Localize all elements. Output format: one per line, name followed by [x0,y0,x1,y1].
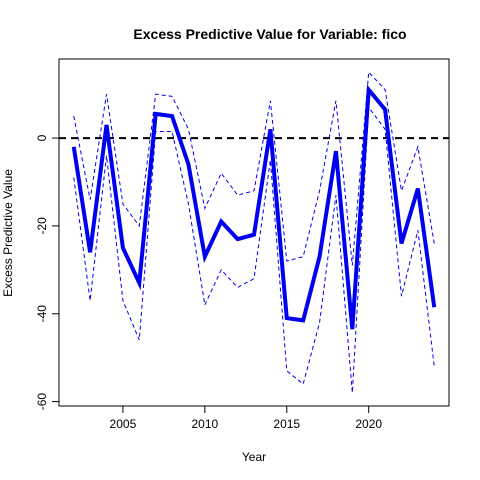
x-tick-label: 2010 [191,417,218,431]
y-tick-label: -40 [35,305,49,323]
x-axis-label: Year [242,450,266,464]
y-tick-label: 0 [35,134,49,141]
y-axis-label: Excess Predictive Value [1,169,15,297]
series-lower-bound-line [73,105,435,393]
y-tick-label: -60 [35,393,49,411]
series-estimate-line [71,84,437,330]
axes: 2005 2010 2015 2020 -60 -40 -20 0 [35,134,382,431]
series-upper-bound-line [73,71,435,266]
series-layer [71,71,437,393]
x-tick-label: 2020 [355,417,382,431]
x-tick-label: 2015 [273,417,300,431]
x-tick-label: 2005 [110,417,137,431]
y-tick-label: -20 [35,217,49,235]
chart-title: Excess Predictive Value for Variable: fi… [133,26,406,42]
